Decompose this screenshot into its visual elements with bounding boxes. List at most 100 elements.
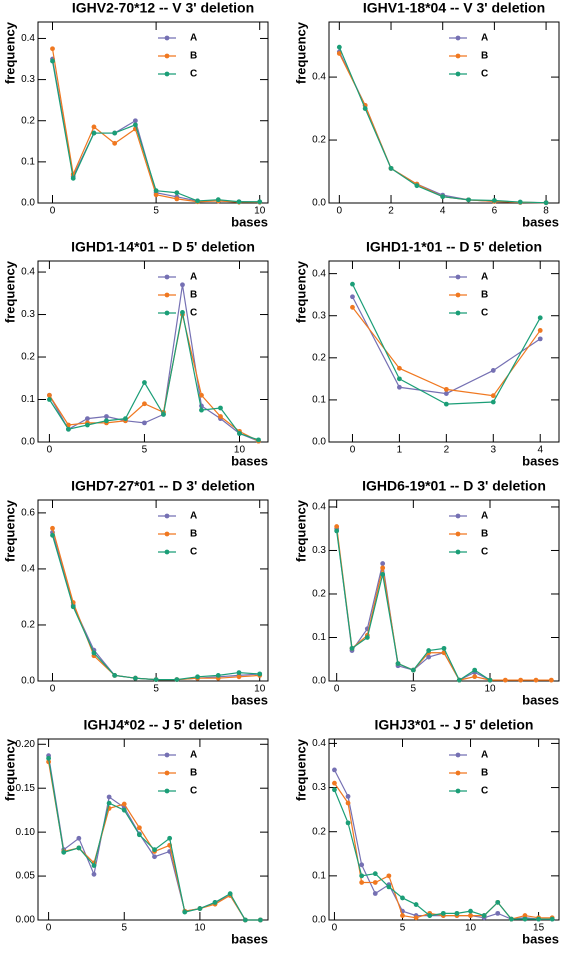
x-tick-label: 0: [334, 684, 340, 695]
y-tick-label: 0.00: [16, 915, 36, 926]
legend-marker: [455, 549, 461, 555]
data-point: [441, 645, 447, 651]
series-line: [48, 314, 259, 442]
legend-label: B: [190, 51, 197, 62]
data-point: [215, 672, 221, 678]
y-tick-label: 0.0: [21, 676, 35, 687]
x-tick-label: 5: [153, 206, 159, 217]
plot-frame: [37, 21, 269, 204]
x-tick-label: 0: [350, 445, 356, 456]
y-tick-label: 0.05: [16, 871, 36, 882]
legend-label: A: [481, 272, 488, 283]
data-point: [195, 674, 200, 680]
data-point: [199, 392, 204, 398]
data-point: [212, 900, 218, 905]
panel-title: IGHD6-19*01 -- D 3' deletion: [362, 478, 546, 494]
data-point: [132, 675, 138, 681]
data-point: [487, 677, 493, 683]
data-point: [121, 801, 127, 807]
y-tick-label: 0.3: [312, 310, 326, 321]
y-tick-label: 0.1: [21, 157, 35, 168]
data-point: [549, 916, 555, 922]
data-point: [106, 794, 112, 800]
y-tick-label: 0.3: [312, 782, 326, 793]
y-tick-label: 0.4: [21, 33, 35, 44]
x-tick-label: 10: [234, 445, 246, 456]
x-axis-label: bases: [231, 214, 268, 229]
data-point: [50, 46, 55, 52]
panel: IGHJ3*01 -- J 5' deletion 0.0 0.1 0.2 0.3 0.4…: [293, 717, 560, 946]
legend-marker: [164, 513, 170, 519]
data-point: [91, 130, 97, 136]
panel: IGHV1-18*04 -- V 3' deletion 0.0 0.2 0.4 0 2 4…: [293, 0, 560, 229]
legend-marker: [455, 513, 461, 519]
y-tick-label: 0.4: [312, 268, 326, 279]
legend-label: C: [190, 69, 197, 80]
data-point: [66, 426, 71, 432]
data-point: [491, 198, 497, 203]
data-point: [218, 405, 223, 411]
panel-title: IGHD1-14*01 -- D 5' deletion: [71, 239, 255, 255]
data-point: [495, 910, 501, 916]
panel: IGHD6-19*01 -- D 3' deletion 0.0 0.1 0.2 0.3…: [293, 478, 560, 707]
data-point: [91, 863, 97, 868]
y-tick-label: 0.0: [312, 437, 326, 448]
legend-marker: [455, 292, 461, 298]
y-axis-label: frequency: [2, 499, 17, 562]
series-line: [338, 51, 547, 204]
data-point: [85, 422, 90, 428]
data-point: [380, 561, 386, 566]
y-tick-label: 0.2: [21, 620, 35, 631]
legend-label: A: [190, 33, 197, 44]
data-point: [349, 645, 355, 651]
x-tick-label: 10: [194, 923, 206, 934]
series-line: [336, 528, 491, 681]
data-point: [345, 820, 351, 826]
data-point: [413, 902, 419, 907]
data-point: [456, 677, 462, 683]
data-point: [362, 106, 368, 111]
data-point: [218, 414, 223, 419]
data-point: [386, 884, 392, 890]
y-tick-label: 0.0: [312, 676, 326, 687]
legend-marker: [164, 310, 170, 316]
legend-marker: [455, 788, 461, 794]
data-point: [400, 895, 405, 901]
data-point: [121, 807, 127, 813]
series-line: [333, 789, 553, 920]
y-tick-label: 0.1: [312, 395, 326, 406]
data-point: [236, 199, 242, 205]
panel-title: IGHD1-1*01 -- D 5' deletion: [366, 239, 542, 255]
legend-label: B: [481, 51, 488, 62]
panel-title: IGHV2-70*12 -- V 3' deletion: [72, 0, 254, 16]
data-point: [46, 755, 51, 761]
x-tick-label: 10: [254, 206, 266, 217]
data-point: [91, 871, 97, 877]
data-point: [386, 873, 392, 879]
data-point: [258, 917, 263, 923]
legend-marker: [455, 310, 461, 316]
data-point: [50, 58, 55, 64]
data-point: [468, 908, 473, 914]
data-point: [537, 336, 543, 342]
x-tick-label: 4: [537, 445, 543, 456]
y-tick-label: 0.2: [21, 115, 35, 126]
x-tick-label: 0: [337, 206, 343, 217]
data-point: [85, 416, 90, 422]
legend-label: A: [481, 33, 488, 44]
data-point: [466, 197, 471, 203]
data-point: [426, 654, 432, 660]
data-point: [490, 393, 496, 399]
legend-marker: [455, 752, 461, 758]
data-point: [410, 667, 416, 673]
data-point: [397, 384, 402, 390]
legend-label: A: [481, 511, 488, 522]
legend-marker: [164, 531, 170, 537]
data-point: [70, 604, 76, 610]
y-tick-label: 0.2: [312, 135, 326, 146]
data-point: [174, 677, 180, 682]
data-point: [199, 407, 204, 413]
data-point: [142, 380, 147, 385]
data-point: [502, 677, 508, 683]
data-point: [242, 917, 248, 923]
